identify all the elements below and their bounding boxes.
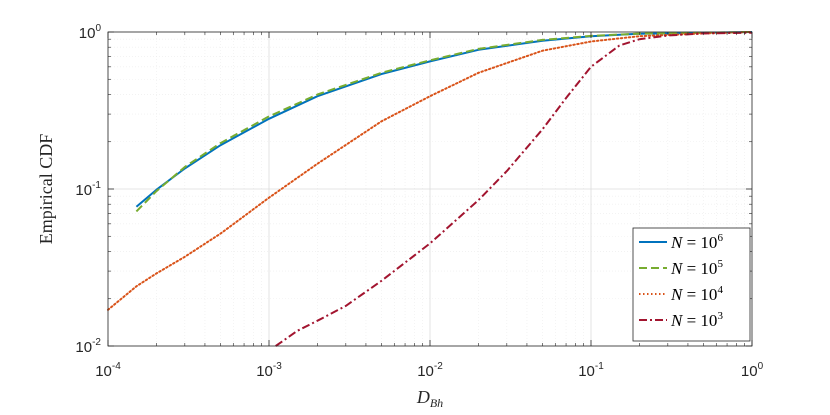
x-tick-base: 10 bbox=[578, 363, 595, 380]
legend-exponent: 6 bbox=[717, 232, 723, 244]
legend-value: = 10 bbox=[687, 311, 718, 330]
x-tick-label: 100 bbox=[741, 361, 764, 380]
legend-exponent: 5 bbox=[717, 258, 723, 270]
axis-ticks bbox=[107, 31, 753, 347]
x-tick-base: 10 bbox=[741, 363, 758, 380]
legend-label-3: N = 104 bbox=[670, 284, 723, 304]
y-axis-label: Empirical CDF bbox=[36, 134, 56, 245]
legend-value: = 10 bbox=[687, 233, 718, 252]
legend-label-2: N = 105 bbox=[670, 258, 723, 278]
x-tick-exponent: -1 bbox=[595, 361, 604, 372]
x-axis-label-main: D bbox=[416, 387, 430, 407]
legend-label-1: N = 106 bbox=[670, 232, 723, 252]
x-tick-exponent: -3 bbox=[273, 361, 282, 372]
x-tick-exponent: -4 bbox=[112, 361, 121, 372]
legend-var: N bbox=[670, 285, 687, 304]
series-line-4 bbox=[275, 31, 753, 347]
x-axis-label-sub: Bh bbox=[430, 396, 443, 410]
y-tick-exponent: 0 bbox=[95, 23, 101, 34]
series-line-1 bbox=[135, 31, 753, 208]
y-tick-base: 10 bbox=[75, 339, 92, 356]
y-tick-label: 100 bbox=[79, 23, 102, 42]
legend-value: = 10 bbox=[687, 285, 718, 304]
y-tick-label: 10-1 bbox=[75, 180, 101, 199]
legend-value: = 10 bbox=[687, 259, 718, 278]
series-line-2 bbox=[135, 31, 753, 213]
x-tick-label: 10-1 bbox=[578, 361, 604, 380]
x-tick-base: 10 bbox=[95, 363, 112, 380]
legend-var: N bbox=[670, 259, 687, 278]
x-tick-label: 10-3 bbox=[256, 361, 282, 380]
x-tick-labels: 10-4 10-3 10-2 10-1 100 bbox=[95, 361, 763, 380]
x-tick-base: 10 bbox=[256, 363, 273, 380]
x-tick-label: 10-2 bbox=[417, 361, 443, 380]
legend-exponent: 4 bbox=[717, 284, 723, 296]
y-tick-exponent: -1 bbox=[92, 180, 101, 191]
legend-exponent: 3 bbox=[717, 310, 723, 322]
legend-var: N bbox=[670, 233, 687, 252]
y-tick-base: 10 bbox=[75, 182, 92, 199]
legend-box bbox=[632, 227, 751, 342]
series-line-3 bbox=[107, 31, 753, 311]
y-tick-base: 10 bbox=[79, 25, 96, 42]
legend-label-4: N = 103 bbox=[670, 310, 723, 330]
x-tick-base: 10 bbox=[417, 363, 434, 380]
x-axis-label: DBh bbox=[416, 387, 443, 410]
series-layer bbox=[107, 31, 753, 347]
y-tick-exponent: -2 bbox=[92, 337, 101, 348]
x-tick-label: 10-4 bbox=[95, 361, 121, 380]
x-tick-exponent: 0 bbox=[758, 361, 764, 372]
legend-var: N bbox=[670, 311, 687, 330]
x-tick-exponent: -2 bbox=[434, 361, 443, 372]
y-tick-label: 10-2 bbox=[75, 337, 101, 356]
